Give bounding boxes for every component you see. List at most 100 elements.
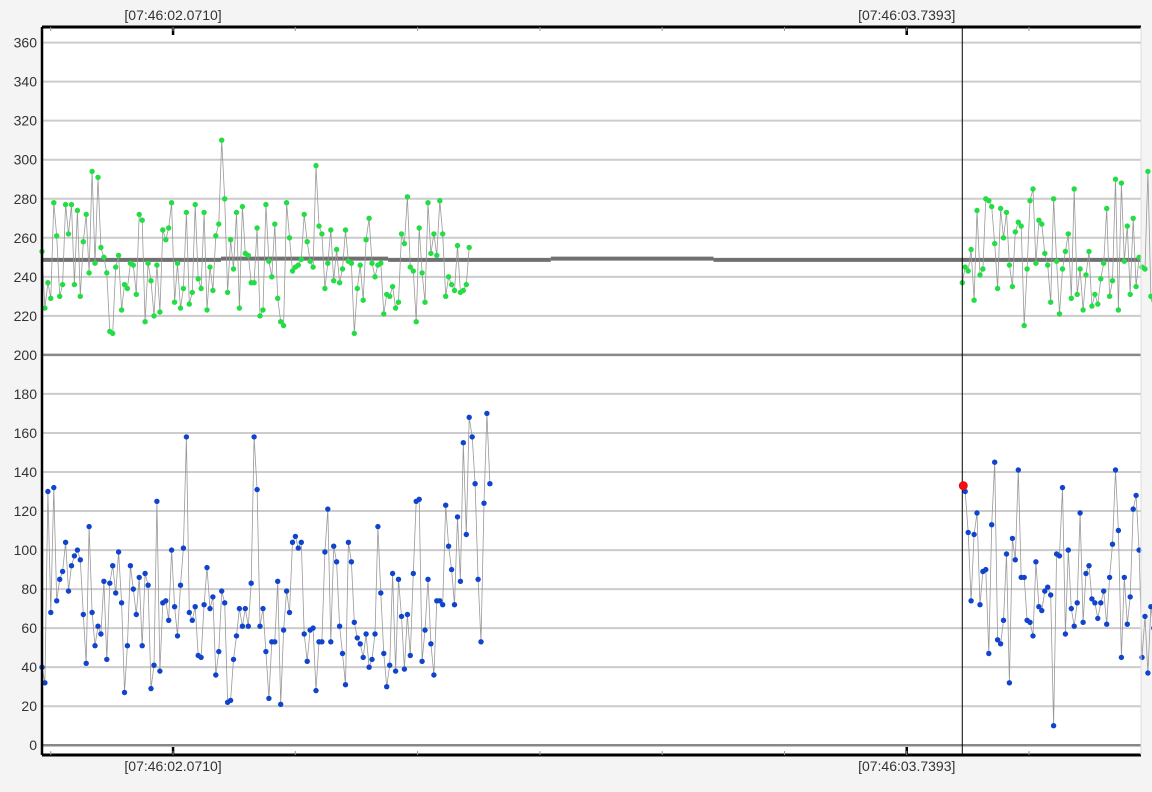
green-series-point <box>351 330 357 337</box>
green-series-point <box>266 258 272 264</box>
blue-series-point <box>177 582 184 588</box>
blue-series-point <box>71 553 78 559</box>
green-series-point <box>1065 231 1072 237</box>
green-series-line <box>961 171 1152 326</box>
blue-series-point <box>360 654 366 661</box>
green-series-point <box>443 293 449 299</box>
blue-series-point <box>1006 680 1013 686</box>
green-series-point <box>1145 168 1151 175</box>
blue-series-point <box>366 664 372 670</box>
green-series-point <box>413 319 419 325</box>
green-series-point <box>404 194 411 200</box>
green-series-point <box>204 307 210 313</box>
green-series-point <box>42 305 48 311</box>
blue-series-point <box>1021 574 1027 581</box>
green-series-point <box>171 299 178 305</box>
green-series-point <box>422 299 428 305</box>
green-series-point <box>71 281 78 288</box>
green-series-point <box>971 297 977 303</box>
blue-series-point <box>207 605 213 612</box>
green-series-point <box>1042 250 1048 257</box>
green-series-point <box>1048 299 1054 305</box>
green-series-point <box>425 200 431 206</box>
green-series-point <box>136 211 142 218</box>
blue-series-point <box>310 625 316 631</box>
green-series-point <box>222 196 228 202</box>
blue-series-point <box>369 656 375 663</box>
green-series-point <box>89 168 95 175</box>
green-series-point <box>322 285 328 292</box>
green-series-point <box>310 264 316 270</box>
blue-series-point <box>381 650 387 657</box>
blue-series-point <box>410 570 416 577</box>
blue-series-point <box>325 506 331 512</box>
blue-series-point <box>145 582 151 588</box>
blue-series-point <box>445 543 452 549</box>
blue-series-point <box>142 570 148 577</box>
blue-series-point <box>392 668 399 674</box>
green-series-point <box>392 305 399 311</box>
blue-series-point <box>472 481 478 487</box>
blue-series-point <box>283 588 290 594</box>
blue-series-point <box>101 578 107 584</box>
blue-series-point <box>57 576 63 582</box>
green-series-point <box>1109 278 1116 284</box>
blue-series-point <box>77 557 84 563</box>
blue-series-point <box>986 650 992 657</box>
blue-series-point <box>110 563 116 569</box>
blue-series-point <box>219 588 225 594</box>
blue-series-point <box>1101 588 1107 594</box>
green-series-point <box>451 287 458 294</box>
selected-point-marker[interactable] <box>958 481 968 491</box>
green-series-point <box>54 233 60 239</box>
blue-series-point <box>278 701 284 707</box>
green-series-point <box>113 264 119 270</box>
blue-series-point <box>295 545 301 551</box>
green-series-point <box>289 268 296 274</box>
green-series-point <box>1018 223 1024 229</box>
green-series-point <box>313 162 319 169</box>
green-series-point <box>227 237 234 243</box>
blue-series-point <box>457 578 464 584</box>
green-series-point <box>1095 301 1101 307</box>
green-series-point <box>331 278 337 284</box>
blue-series-point <box>372 631 378 637</box>
x-tick-label-top-0: [07:46:02.0710] <box>124 7 221 23</box>
blue-series-point <box>1068 605 1075 612</box>
green-series-point <box>1039 221 1045 227</box>
green-series-point <box>428 250 434 257</box>
green-series-point <box>1006 262 1013 268</box>
blue-series-point <box>174 633 181 639</box>
green-series-point <box>1053 258 1060 264</box>
green-series-point <box>431 231 437 237</box>
green-series-point <box>174 260 181 266</box>
blue-series-point <box>1036 604 1042 610</box>
green-series-point <box>163 237 169 243</box>
blue-series-point <box>1059 484 1066 491</box>
green-series-point <box>301 211 307 218</box>
green-series-point <box>201 209 207 216</box>
blue-series-point <box>1015 467 1021 473</box>
y-tick-label-240: 240 <box>14 269 38 285</box>
green-series-point <box>1027 198 1033 204</box>
blue-series-point <box>157 668 163 674</box>
green-series-point <box>224 289 231 296</box>
blue-series-point <box>1106 574 1113 581</box>
blue-series-point <box>451 602 458 608</box>
green-series-point <box>398 231 405 237</box>
green-series-point <box>1012 229 1018 235</box>
green-series-point <box>1059 266 1066 272</box>
blue-series-point <box>257 623 263 629</box>
y-tick-label-100: 100 <box>14 542 38 558</box>
green-series-point <box>1098 276 1104 282</box>
blue-series-point <box>1080 619 1086 625</box>
green-series-point <box>1133 283 1139 290</box>
blue-series-point <box>251 434 257 440</box>
green-series-point <box>387 293 393 299</box>
y-tick-label-280: 280 <box>14 191 38 207</box>
green-series-point <box>1030 186 1036 192</box>
green-series-point <box>304 239 310 245</box>
blue-series-point <box>466 414 472 420</box>
blue-series-point <box>45 488 51 495</box>
